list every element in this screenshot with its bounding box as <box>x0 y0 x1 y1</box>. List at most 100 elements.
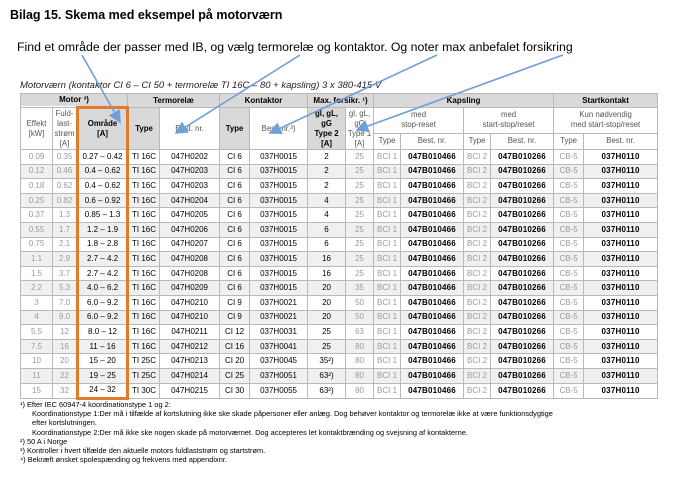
table-cell: 15 – 20 <box>75 353 130 369</box>
table-cell: 047B010266 <box>490 251 555 267</box>
table-cell: 047B010466 <box>400 309 465 326</box>
table-cell: 15 <box>20 382 53 400</box>
table-cell: CB-5 <box>553 294 585 311</box>
table-cell: 037H0110 <box>583 251 659 267</box>
table-cell: CI 6 <box>219 265 251 282</box>
table-cell: 1.7 <box>52 221 78 238</box>
table-cell: 50 <box>345 309 375 326</box>
table-cell: BCI 2 <box>463 353 492 369</box>
table-cell: BCI 2 <box>463 324 492 340</box>
table-cell: 037H0110 <box>583 192 659 209</box>
table-cell: CB-5 <box>553 163 585 180</box>
table-cell: 0.37 <box>20 207 53 223</box>
table-cell: 037H0051 <box>249 367 309 384</box>
table-cell: 037H0110 <box>583 178 659 194</box>
table-cell: 2.1 <box>52 236 78 253</box>
subheader-best_nr: Best. nr. <box>159 107 221 150</box>
subheader-line: last- <box>57 118 72 128</box>
table-cell: 047B010466 <box>400 353 465 369</box>
table-cell: 6 <box>307 236 347 253</box>
subheader-line: [A] <box>97 129 108 138</box>
table-cell: 037H0015 <box>249 251 309 267</box>
table-cell: CI 25 <box>219 367 251 384</box>
table-cell: 6.0 – 9.2 <box>75 294 130 311</box>
table-cell: TI 16C <box>127 149 161 165</box>
subheader-row: Effekt [kW] Fuld-last-strøm [A] Område [A] Typ… <box>20 106 659 150</box>
table-cell: CB-5 <box>553 192 585 209</box>
table-cell: 2 <box>307 149 347 165</box>
subheader-line: med start-stop/reset <box>570 120 641 130</box>
table-cell: 047H0207 <box>159 236 221 253</box>
table-cell: 0.75 <box>20 236 53 253</box>
table-cell: TI 16C <box>127 251 161 267</box>
table-cell: 1.1 <box>20 251 53 267</box>
subheader-line: Effekt <box>26 118 47 128</box>
table-cell: 0.62 <box>52 178 78 194</box>
instruction-text: Find et område der passer med IB, og væl… <box>17 40 573 54</box>
table-cell: TI 25C <box>127 367 161 384</box>
table-cell: BCI 1 <box>373 338 402 355</box>
subheader-omraade: Område [A] <box>75 106 130 150</box>
table-cell: 047B010266 <box>490 236 555 253</box>
table-cell: 50 <box>345 294 375 311</box>
table-cell: CB-5 <box>553 280 585 296</box>
table-cell: 0.6 – 0.92 <box>75 192 130 209</box>
table-cell: 63²) <box>307 382 347 400</box>
table-cell: 0.55 <box>20 221 53 238</box>
subheader-line: stop-reset <box>401 120 436 130</box>
table-cell: 047H0213 <box>159 353 221 369</box>
table-cell: 047B010266 <box>490 294 555 311</box>
table-cell: CI 6 <box>219 163 251 180</box>
table-cell: 3.7 <box>52 265 78 282</box>
table-cell: 20 <box>52 353 78 369</box>
table-cell: TI 16C <box>127 338 161 355</box>
table-cell: 047B010266 <box>490 309 555 326</box>
table-cell: 2.7 – 4.2 <box>75 251 130 267</box>
page-heading: Bilag 15. Skema med eksempel på motorvær… <box>10 8 283 22</box>
table-row: 0.75 2.1 1.8 – 2.8 TI 16C 047H0207 CI 6 037H00… <box>20 236 659 253</box>
table-cell: CI 6 <box>219 251 251 267</box>
subheader-type: Type <box>219 107 251 150</box>
subheader-line: Kun nødvendig <box>579 110 632 120</box>
table-cell: CI 6 <box>219 280 251 296</box>
subheader-line: gl, gL, <box>315 108 338 118</box>
table-cell: 0.46 <box>52 163 78 180</box>
table-cell: 19 – 25 <box>75 367 130 384</box>
table-cell: 22 <box>52 367 78 384</box>
subheader-med-stop: med stop-reset <box>373 107 465 134</box>
group-max-forsikring: Max. forsikr. ¹) <box>307 93 375 108</box>
subheader-line: Område <box>87 119 118 128</box>
subheader-type: Type <box>127 107 161 150</box>
group-header-row: Motor ³) Termorelæ Kontaktor Max. forsik… <box>19 93 659 108</box>
table-cell: 35²) <box>307 353 347 369</box>
table-cell: 0.09 <box>20 149 53 165</box>
table-cell: 047B010466 <box>400 178 465 194</box>
table-cell: CI 12 <box>219 324 251 340</box>
subheader-line: [A] <box>321 138 332 148</box>
table-cell: 24 – 32 <box>75 382 130 401</box>
subheader-line: gl, gL, <box>348 108 371 118</box>
table-cell: 047H0212 <box>159 338 221 355</box>
group-motor: Motor ³) <box>19 93 129 108</box>
table-cell: CB-5 <box>553 367 585 384</box>
table-cell: BCI 1 <box>373 178 402 194</box>
table-cell: 047B010466 <box>400 367 465 384</box>
table-cell: 047B010466 <box>400 338 465 355</box>
table-cell: 037H0015 <box>249 221 309 238</box>
table-cell: 047H0205 <box>159 207 221 223</box>
group-kapsling: Kapsling <box>373 93 555 108</box>
subheader-line: gG <box>354 118 365 128</box>
table-cell: 7.5 <box>20 338 53 355</box>
table-cell: 047B010266 <box>490 382 555 400</box>
table-row: 1.1 2.9 2.7 – 4.2 TI 16C 047H0208 CI 6 037H001… <box>20 251 659 267</box>
table-cell: 80 <box>345 353 375 369</box>
table-cell: BCI 1 <box>373 367 402 384</box>
subheader-line: Best. nr. <box>175 123 204 133</box>
subheader-line: [A] <box>59 138 70 148</box>
subheader-line: Fuld- <box>55 108 74 118</box>
table-row: 0.55 1.7 1.2 – 1.9 TI 16C 047H0206 CI 6 037H00… <box>20 221 659 238</box>
table-cell: 1.2 – 1.9 <box>75 221 130 238</box>
table-row: 10 20 15 – 20 TI 25C 047H0213 CI 20 037H0045 35… <box>20 353 659 369</box>
subheader-fuld: Fuld-last-strøm [A] <box>52 107 78 150</box>
table-cell: CB-5 <box>553 309 585 326</box>
